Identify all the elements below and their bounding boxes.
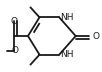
Text: O: O [11, 46, 18, 55]
Text: O: O [93, 32, 100, 41]
Text: NH: NH [60, 50, 74, 59]
Text: NH: NH [60, 13, 74, 22]
Text: O: O [11, 16, 18, 25]
